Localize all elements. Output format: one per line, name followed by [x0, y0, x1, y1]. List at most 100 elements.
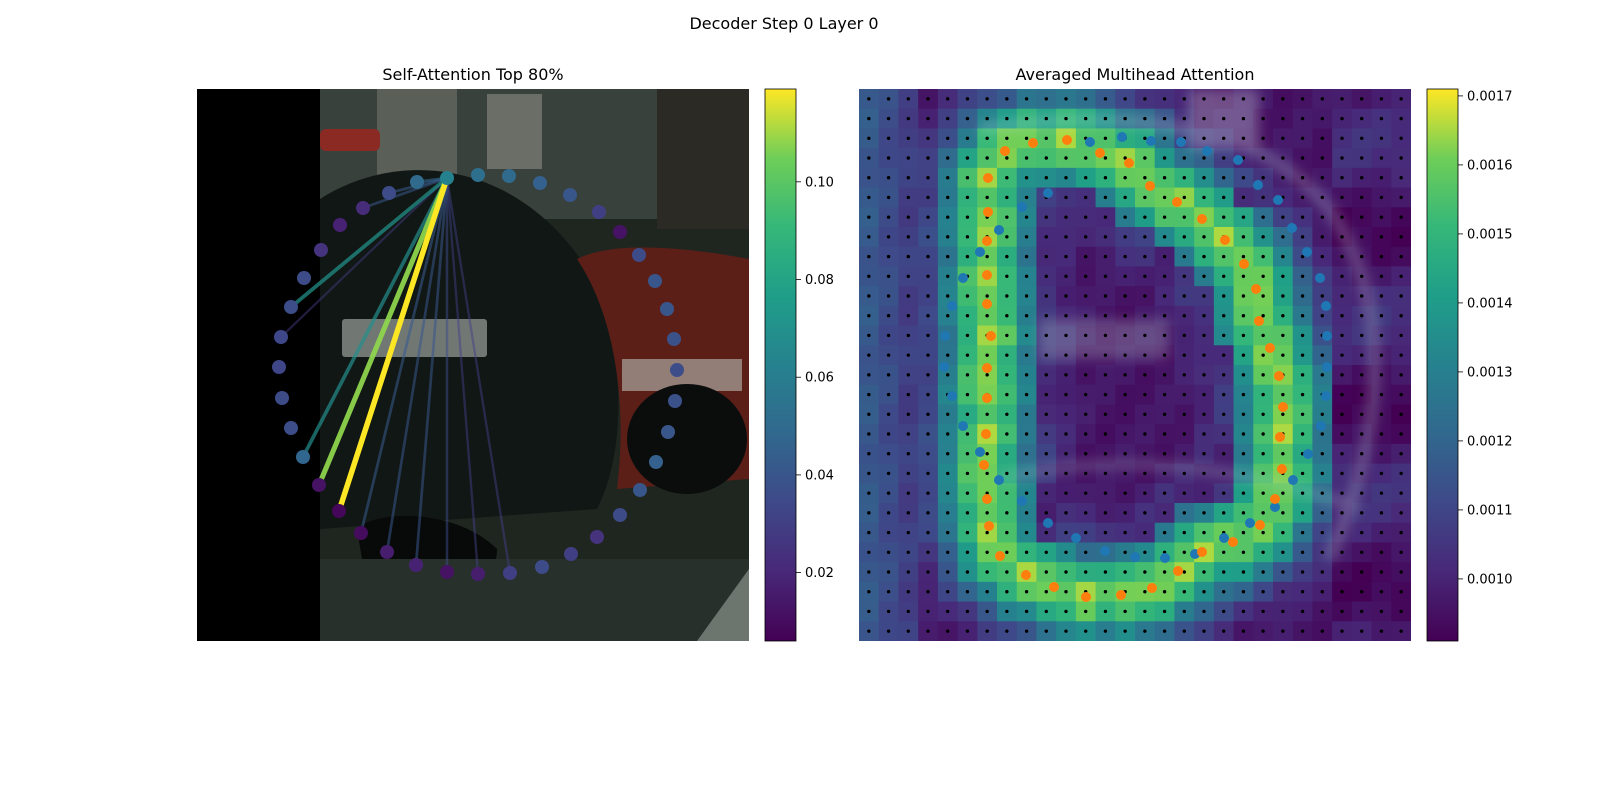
grid-dot	[1241, 412, 1246, 416]
grid-dot	[1320, 195, 1324, 200]
grid-dot	[1300, 156, 1305, 160]
grid-dot	[1399, 570, 1403, 574]
grid-dot	[1103, 314, 1108, 318]
grid-dot	[965, 353, 970, 357]
grid-dot	[1143, 629, 1147, 633]
grid-dot	[1044, 530, 1048, 535]
grid-dot	[1222, 570, 1226, 574]
grid-dot	[965, 156, 970, 160]
grid-dot	[1162, 412, 1167, 416]
grid-dot	[1024, 609, 1029, 614]
grid-dot	[1143, 156, 1147, 160]
grid-dot	[1281, 136, 1285, 140]
grid-dot	[1123, 195, 1127, 200]
grid-dot	[1182, 590, 1186, 594]
grid-dot	[1340, 629, 1344, 633]
grid-dot	[1182, 215, 1186, 219]
grid-dot	[965, 333, 970, 338]
grid-dot	[906, 550, 910, 554]
grid-dot	[1222, 373, 1226, 377]
orange-series-point	[1251, 284, 1261, 294]
multihead-attention-title: Averaged Multihead Attention	[1016, 65, 1255, 84]
grid-dot	[1320, 176, 1324, 180]
grid-dot	[965, 392, 970, 397]
grid-dot	[1064, 392, 1068, 397]
grid-dot	[926, 511, 930, 515]
grid-dot	[1281, 570, 1285, 574]
query-point-selected	[440, 171, 454, 185]
grid-dot	[1340, 97, 1344, 101]
grid-dot	[1241, 215, 1246, 219]
grid-dot	[1340, 412, 1344, 416]
grid-dot	[1379, 314, 1384, 318]
grid-dot	[1222, 195, 1226, 200]
grid-dot	[1143, 294, 1147, 298]
query-point	[502, 169, 516, 183]
grid-dot	[1123, 314, 1127, 318]
self-attention-title: Self-Attention Top 80%	[382, 65, 563, 84]
grid-dot	[1044, 550, 1048, 554]
grid-dot	[1044, 136, 1048, 140]
grid-dot	[1202, 314, 1206, 318]
grid-dot	[1084, 215, 1088, 219]
grid-dot	[965, 136, 970, 140]
grid-dot	[1123, 274, 1127, 278]
grid-dot	[1162, 136, 1167, 140]
grid-dot	[1084, 116, 1088, 121]
grid-dot	[1340, 274, 1344, 278]
grid-dot	[906, 116, 910, 121]
grid-dot	[985, 353, 989, 357]
grid-dot	[886, 156, 891, 160]
grid-dot	[1379, 353, 1384, 357]
grid-dot	[1320, 511, 1324, 515]
grid-dot	[1005, 609, 1009, 614]
grid-dot	[906, 609, 910, 614]
grid-dot	[1103, 471, 1108, 476]
grid-dot	[1399, 116, 1403, 121]
query-point	[284, 421, 298, 435]
grid-dot	[946, 452, 950, 456]
grid-dot	[1261, 294, 1265, 298]
grid-dot	[867, 235, 871, 239]
grid-dot	[926, 471, 930, 476]
grid-dot	[1281, 491, 1285, 495]
grid-dot	[1084, 156, 1088, 160]
grid-dot	[1399, 235, 1403, 239]
grid-dot	[985, 294, 989, 298]
grid-dot	[1399, 176, 1403, 180]
grid-dot	[1379, 195, 1384, 200]
grid-dot	[1123, 432, 1127, 436]
grid-dot	[1281, 353, 1285, 357]
grid-dot	[906, 491, 910, 495]
orange-series-point	[1277, 464, 1287, 474]
grid-dot	[1024, 471, 1029, 476]
grid-dot	[1123, 471, 1127, 476]
grid-dot	[1024, 333, 1029, 338]
grid-dot	[946, 511, 950, 515]
attention-heatmap	[859, 89, 1411, 641]
orange-series-point	[1081, 592, 1091, 602]
blue-series-point	[1043, 188, 1053, 198]
self-attention-panel: Self-Attention Top 80%	[197, 65, 749, 641]
grid-dot	[1123, 215, 1127, 219]
attention-edge	[279, 176, 449, 339]
orange-series-point	[982, 494, 992, 504]
grid-dot	[1162, 432, 1167, 436]
grid-dot	[1024, 452, 1029, 456]
grid-dot	[985, 136, 989, 140]
grid-dot	[1103, 156, 1108, 160]
grid-dot	[1162, 590, 1167, 594]
grid-dot	[906, 373, 910, 377]
grid-dot	[1399, 97, 1403, 101]
grid-dot	[1241, 136, 1246, 140]
grid-dot	[1379, 629, 1384, 633]
grid-dot	[1320, 491, 1324, 495]
query-point	[272, 360, 286, 374]
grid-dot	[965, 314, 970, 318]
grid-dot	[906, 412, 910, 416]
grid-dot	[1005, 629, 1009, 633]
grid-dot	[985, 452, 989, 456]
grid-dot	[1084, 392, 1088, 397]
grid-dot	[965, 294, 970, 298]
grid-dot	[1281, 609, 1285, 614]
